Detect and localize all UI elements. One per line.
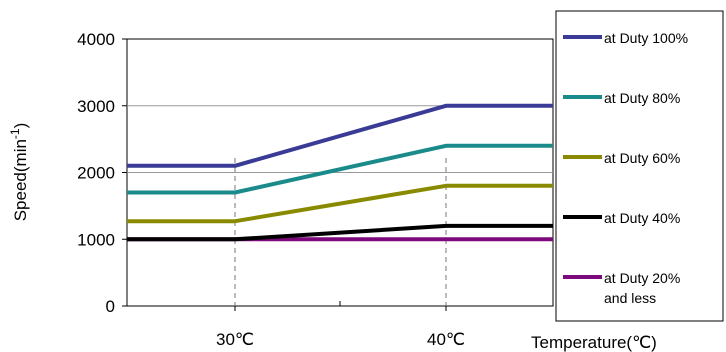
- legend-label-4: at Duty 40%: [604, 210, 680, 226]
- plot-area: 0 1000 2000 3000 4000 30℃ 40℃: [77, 30, 554, 349]
- legend: at Duty 100% at Duty 80% at Duty 60% at Dut…: [555, 10, 724, 322]
- legend-label-5: and less: [604, 290, 656, 306]
- y-axis-title-main: Speed(min: [11, 139, 30, 221]
- series-line-1: [127, 103, 553, 168]
- y-axis-title-sup: -1: [8, 128, 22, 139]
- legend-box: [555, 10, 724, 322]
- legend-label-3: at Duty 60%: [604, 150, 680, 166]
- y-tick-label: 0: [106, 297, 115, 316]
- series-line-2: [127, 143, 553, 195]
- y-tick-label: 4000: [77, 30, 115, 49]
- series-line-3: [127, 183, 553, 224]
- legend-label-2: at Duty 80%: [604, 90, 680, 106]
- y-axis-title-close: ): [11, 123, 30, 129]
- x-tick-label: 40℃: [427, 330, 465, 349]
- y-tick-label: 1000: [77, 230, 115, 249]
- x-tick-label: 30℃: [216, 330, 254, 349]
- y-axis-title: Speed(min-1): [8, 123, 30, 222]
- legend-label-5: at Duty 20%: [604, 270, 680, 286]
- x-axis-title: Temperature(℃): [531, 333, 657, 352]
- series-line-4: [127, 223, 553, 242]
- legend-label-1: at Duty 100%: [604, 30, 688, 46]
- y-tick-label: 3000: [77, 97, 115, 116]
- y-tick-label: 2000: [77, 164, 115, 183]
